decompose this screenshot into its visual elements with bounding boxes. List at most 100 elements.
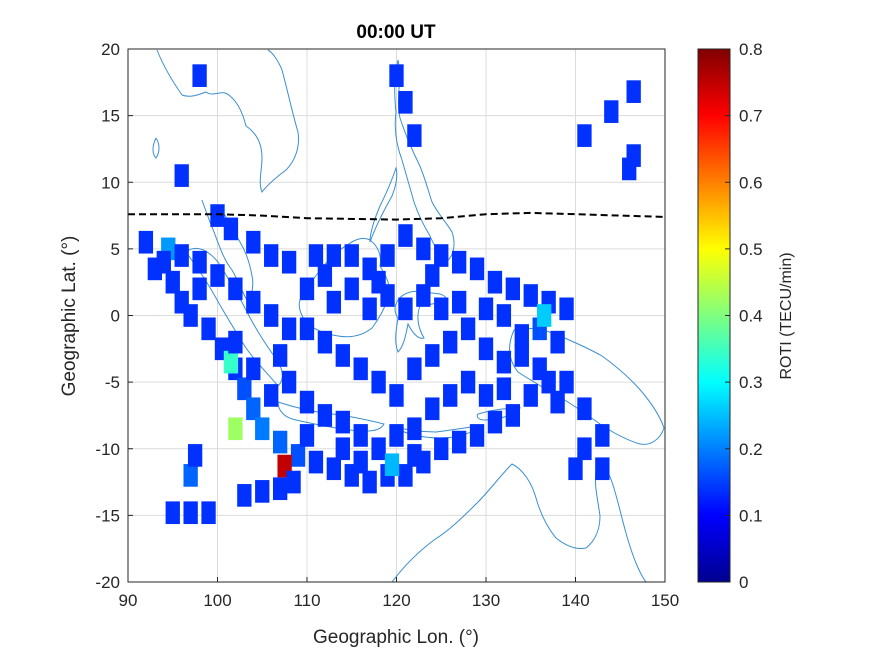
roti-cell <box>451 430 467 454</box>
y-tick-label: 0 <box>111 307 120 326</box>
coastline-hainan <box>152 137 160 159</box>
roti-cell <box>210 264 225 287</box>
x-tick-label: 110 <box>293 591 320 610</box>
x-axis-label: Geographic Lon. (°) <box>313 627 479 648</box>
coastline-palawan <box>369 166 398 243</box>
roti-cell <box>487 410 503 434</box>
roti-cell <box>407 417 422 441</box>
roti-cell <box>192 64 207 87</box>
roti-cell <box>505 277 521 301</box>
coastline-new-guinea <box>509 327 665 445</box>
roti-cell <box>434 244 449 267</box>
y-axis-ticks: 20 15 10 5 0 -5 -10 -15 -20 <box>95 40 133 592</box>
roti-cell <box>187 444 203 467</box>
x-tick-label: 100 <box>203 591 231 610</box>
roti-cell <box>505 404 521 427</box>
roti-cell <box>156 250 171 274</box>
roti-cell <box>451 290 467 314</box>
roti-cell <box>281 317 297 341</box>
roti-cell <box>317 404 333 427</box>
roti-cell <box>371 270 386 294</box>
roti-cell <box>353 424 368 447</box>
roti-cell <box>460 370 476 394</box>
y-tick-label: -10 <box>95 440 120 459</box>
roti-cell <box>308 244 324 267</box>
roti-cell <box>550 390 565 414</box>
roti-cell <box>246 290 261 314</box>
colorbar-tick-label: 0.6 <box>739 173 763 192</box>
roti-cell <box>398 297 413 321</box>
colorbar-tick-label: 0.3 <box>739 373 763 392</box>
roti-cell <box>577 397 592 421</box>
roti-cell <box>371 437 386 461</box>
x-tick-label: 150 <box>651 591 679 610</box>
roti-cell <box>228 277 243 301</box>
roti-cell <box>228 417 243 441</box>
roti-cell <box>335 437 350 461</box>
colorbar-tick-label: 0.8 <box>739 40 763 59</box>
roti-cell <box>210 204 225 227</box>
roti-cell <box>478 297 494 321</box>
roti-cell <box>299 424 315 447</box>
roti-cell <box>469 257 485 281</box>
roti-cell <box>353 450 368 474</box>
roti-cell <box>425 397 440 421</box>
roti-cell <box>165 270 180 294</box>
colorbar-tick-label: 0.1 <box>739 506 763 525</box>
roti-cell <box>223 350 239 374</box>
roti-cell <box>389 384 404 407</box>
x-tick-label: 120 <box>382 591 410 610</box>
roti-cell <box>622 157 637 181</box>
roti-cell <box>299 390 315 414</box>
roti-cell <box>550 330 565 354</box>
roti-cell <box>201 501 216 525</box>
y-axis-label: Geographic Lat. (°) <box>59 236 80 397</box>
roti-cell <box>326 457 342 481</box>
roti-cell <box>165 501 180 525</box>
roti-cell <box>183 464 198 487</box>
roti-cell <box>344 244 359 267</box>
roti-cell <box>559 370 574 394</box>
coastline-mainland <box>156 49 299 194</box>
chart-title: 00:00 UT <box>356 22 436 43</box>
roti-cell <box>478 337 494 361</box>
y-tick-label: 5 <box>111 240 120 259</box>
roti-cell <box>183 501 198 525</box>
roti-cell <box>255 480 270 503</box>
roti-cell <box>577 437 592 461</box>
roti-cell <box>537 304 552 327</box>
colorbar-tick-label: 0.2 <box>739 440 763 459</box>
roti-cell <box>487 270 503 294</box>
roti-cell <box>308 450 324 474</box>
roti-cell <box>434 297 449 321</box>
roti-cell <box>290 444 306 467</box>
colorbar-label: ROTI (TECU/min) <box>778 252 795 379</box>
roti-cell <box>434 437 449 461</box>
roti-cell <box>237 484 252 507</box>
roti-cell <box>344 277 359 301</box>
roti-cell <box>407 444 422 467</box>
roti-cell <box>272 477 288 501</box>
roti-cell <box>138 230 154 254</box>
colorbar <box>697 48 731 583</box>
roti-cell <box>228 330 243 354</box>
roti-cell <box>272 344 288 367</box>
roti-cell <box>201 317 216 341</box>
roti-cell <box>514 324 529 347</box>
roti-cell <box>326 244 342 267</box>
roti-cells <box>138 64 641 525</box>
y-tick-label: -20 <box>95 573 120 592</box>
roti-cell <box>478 384 494 407</box>
colorbar-ticks: 0.8 0.7 0.6 0.5 0.4 0.3 0.2 0.1 0 <box>725 40 763 592</box>
roti-cell <box>514 344 529 367</box>
roti-cell <box>317 264 333 287</box>
roti-cell <box>496 304 512 327</box>
roti-cell <box>443 384 458 407</box>
roti-cell <box>425 344 440 367</box>
roti-cell <box>595 424 610 447</box>
roti-cell <box>496 350 512 374</box>
roti-cell <box>595 457 610 481</box>
roti-cell <box>398 90 413 114</box>
roti-cell <box>326 290 342 314</box>
